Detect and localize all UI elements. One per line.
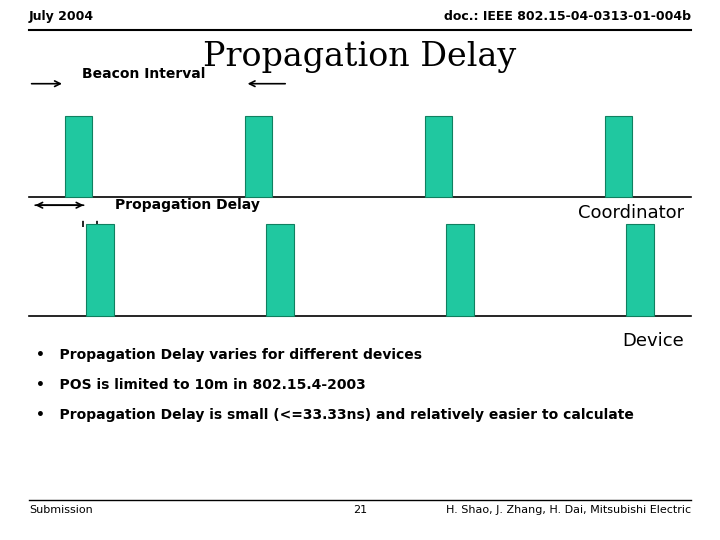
Bar xyxy=(425,116,452,197)
Bar xyxy=(266,224,294,316)
Text: Submission: Submission xyxy=(29,505,93,515)
Text: doc.: IEEE 802.15-04-0313-01-004b: doc.: IEEE 802.15-04-0313-01-004b xyxy=(444,10,691,23)
Text: Propagation Delay: Propagation Delay xyxy=(115,198,260,212)
Bar xyxy=(446,224,474,316)
Text: Propagation Delay: Propagation Delay xyxy=(203,40,517,73)
Text: •   POS is limited to 10m in 802.15.4-2003: • POS is limited to 10m in 802.15.4-2003 xyxy=(36,378,366,392)
Text: Beacon Interval: Beacon Interval xyxy=(82,67,206,81)
Text: •   Propagation Delay varies for different devices: • Propagation Delay varies for different… xyxy=(36,348,422,362)
Text: H. Shao, J. Zhang, H. Dai, Mitsubishi Electric: H. Shao, J. Zhang, H. Dai, Mitsubishi El… xyxy=(446,505,691,515)
Text: •   Propagation Delay is small (<=33.33ns) and relatively easier to calculate: • Propagation Delay is small (<=33.33ns)… xyxy=(36,408,634,422)
Text: Device: Device xyxy=(622,332,684,350)
Bar xyxy=(626,224,654,316)
Bar xyxy=(65,116,92,197)
Bar xyxy=(86,224,114,316)
Text: Coordinator: Coordinator xyxy=(578,204,684,222)
Bar xyxy=(245,116,272,197)
Text: July 2004: July 2004 xyxy=(29,10,94,23)
Text: 21: 21 xyxy=(353,505,367,515)
Bar xyxy=(605,116,632,197)
